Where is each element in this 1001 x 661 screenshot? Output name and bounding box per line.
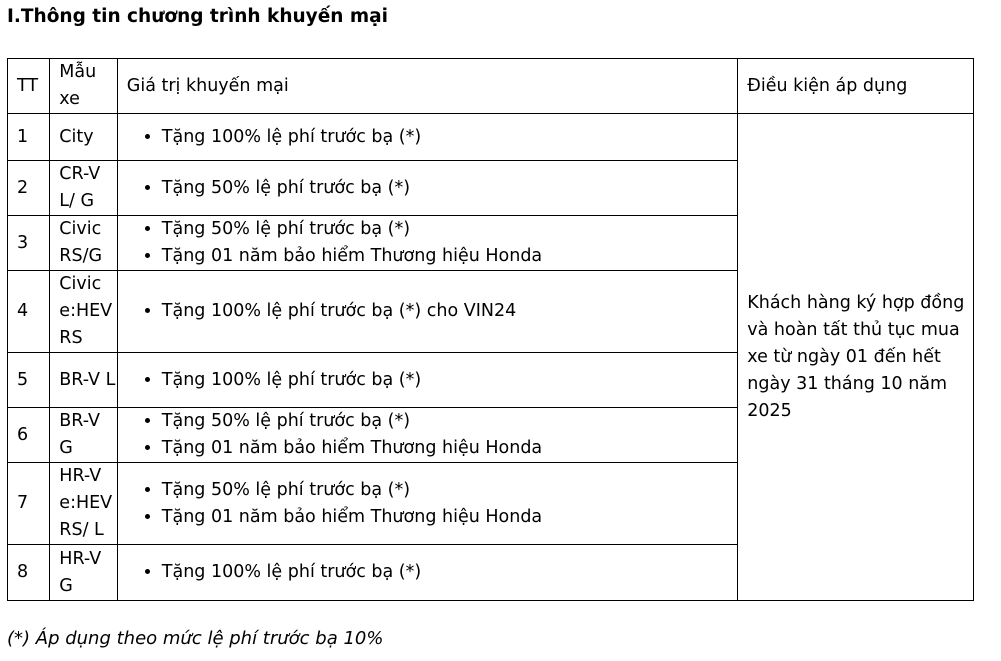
car-model: Civic RS/G (49, 215, 118, 271)
row-number: 6 (6, 407, 51, 463)
promotion-cell: Tặng 50% lệ phí trước bạ (*) (116, 160, 739, 216)
promotion-list: Tặng 50% lệ phí trước bạ (*)Tặng 01 năm … (127, 408, 737, 462)
car-model: HR-V G (49, 544, 118, 601)
promotion-item: Tặng 01 năm bảo hiểm Thương hiệu Honda (162, 435, 737, 462)
promotion-item: Tặng 50% lệ phí trước bạ (*) (162, 175, 737, 202)
promotion-item: Tặng 100% lệ phí trước bạ (*) cho VIN24 (162, 298, 737, 325)
section-title: I.Thông tin chương trình khuyến mại (7, 6, 388, 27)
promotion-item: Tặng 01 năm bảo hiểm Thương hiệu Honda (162, 504, 737, 531)
car-model: City (49, 113, 118, 161)
row-number: 2 (6, 160, 51, 216)
promotion-list: Tặng 100% lệ phí trước bạ (*) cho VIN24 (127, 298, 737, 325)
table-row: 7 HR-V e:HEV RS/ L Tặng 50% lệ phí trước… (6, 462, 974, 545)
header-model: Mẫu xe (49, 58, 118, 114)
promotion-item: Tặng 100% lệ phí trước bạ (*) (162, 124, 737, 151)
promotion-item: Tặng 01 năm bảo hiểm Thương hiệu Honda (162, 243, 737, 270)
promotion-cell: Tặng 100% lệ phí trước bạ (*) cho VIN24 (116, 270, 739, 353)
car-model: Civic e:HEV RS (49, 270, 118, 353)
promotion-list: Tặng 100% lệ phí trước bạ (*) (127, 124, 737, 151)
promotion-item: Tặng 50% lệ phí trước bạ (*) (162, 216, 737, 243)
promotion-cell: Tặng 100% lệ phí trước bạ (*) (116, 352, 739, 408)
table-row: 1 City Tặng 100% lệ phí trước bạ (*)Khác… (6, 113, 974, 601)
promotion-cell: Tặng 100% lệ phí trước bạ (*) (116, 113, 739, 161)
promotion-cell: Tặng 50% lệ phí trước bạ (*)Tặng 01 năm … (116, 215, 739, 271)
promotion-item: Tặng 100% lệ phí trước bạ (*) (162, 367, 737, 394)
condition-cell: Khách hàng ký hợp đồng và hoàn tất thủ t… (737, 113, 974, 601)
promotion-item: Tặng 50% lệ phí trước bạ (*) (162, 408, 737, 435)
row-number: 7 (6, 462, 51, 545)
row-number: 1 (6, 113, 51, 161)
footnote: (*) Áp dụng theo mức lệ phí trước bạ 10% (7, 628, 384, 649)
table-row: 2 CR-V L/ G Tặng 50% lệ phí trước bạ (*) (6, 160, 974, 216)
promotion-cell: Tặng 50% lệ phí trước bạ (*)Tặng 01 năm … (116, 407, 739, 463)
header-row: TT Mẫu xe Giá trị khuyến mại Điều kiện á… (6, 58, 974, 114)
car-model: BR-V G (49, 407, 118, 463)
promotion-item: Tặng 50% lệ phí trước bạ (*) (162, 477, 737, 504)
table-row: 6 BR-V G Tặng 50% lệ phí trước bạ (*)Tặn… (6, 407, 974, 463)
table-row: 3 Civic RS/G Tặng 50% lệ phí trước bạ (*… (6, 215, 974, 271)
row-number: 4 (6, 270, 51, 353)
promotion-cell: Tặng 50% lệ phí trước bạ (*)Tặng 01 năm … (116, 462, 739, 545)
table-row: 8 HR-V G Tặng 100% lệ phí trước bạ (*) (6, 544, 974, 601)
car-model: HR-V e:HEV RS/ L (49, 462, 118, 545)
promotion-list: Tặng 50% lệ phí trước bạ (*) (127, 175, 737, 202)
promotion-item: Tặng 100% lệ phí trước bạ (*) (162, 559, 737, 586)
row-number: 8 (6, 544, 51, 601)
car-model: BR-V L (49, 352, 118, 408)
car-model: CR-V L/ G (49, 160, 118, 216)
promotion-table: TT Mẫu xe Giá trị khuyến mại Điều kiện á… (6, 58, 974, 601)
promotion-list: Tặng 100% lệ phí trước bạ (*) (127, 367, 737, 394)
promotion-list: Tặng 50% lệ phí trước bạ (*)Tặng 01 năm … (127, 477, 737, 531)
promotion-cell: Tặng 100% lệ phí trước bạ (*) (116, 544, 739, 601)
promotion-list: Tặng 50% lệ phí trước bạ (*)Tặng 01 năm … (127, 216, 737, 270)
promotion-list: Tặng 100% lệ phí trước bạ (*) (127, 559, 737, 586)
table-row: 5 BR-V L Tặng 100% lệ phí trước bạ (*) (6, 352, 974, 408)
header-tt: TT (6, 58, 51, 114)
table-row: 4 Civic e:HEV RS Tặng 100% lệ phí trước … (6, 270, 974, 353)
row-number: 5 (6, 352, 51, 408)
row-number: 3 (6, 215, 51, 271)
header-promo: Giá trị khuyến mại (116, 58, 739, 114)
header-condition: Điều kiện áp dụng (737, 58, 974, 114)
